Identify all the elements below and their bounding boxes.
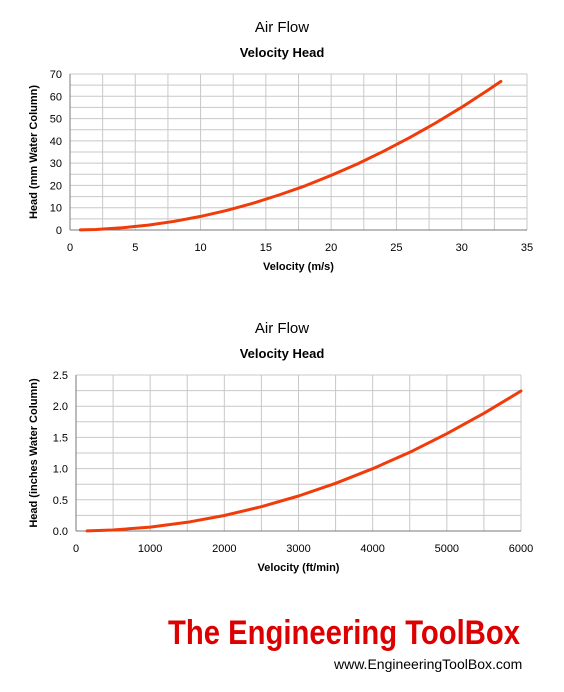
- x-tick-label: 35: [521, 242, 533, 254]
- y-tick-label: 0.0: [53, 526, 68, 538]
- y-tick-label: 20: [50, 180, 62, 192]
- y-tick-label: 1.5: [53, 432, 68, 444]
- y-tick-label: 1.0: [53, 464, 68, 476]
- y-tick-label: 10: [50, 203, 62, 215]
- x-tick-label: 1000: [138, 543, 162, 555]
- y-tick-label: 30: [50, 158, 62, 170]
- x-tick-label: 0: [67, 242, 73, 254]
- x-tick-label: 5: [132, 242, 138, 254]
- x-tick-label: 5000: [435, 543, 459, 555]
- x-tick-label: 20: [325, 242, 337, 254]
- y-axis-label: Head (mm Water Column): [28, 85, 40, 219]
- x-tick-label: 4000: [360, 543, 384, 555]
- y-tick-label: 50: [50, 114, 62, 126]
- x-tick-label: 15: [260, 242, 272, 254]
- y-tick-label: 70: [50, 69, 62, 81]
- y-tick-label: 60: [50, 91, 62, 103]
- y-tick-label: 0: [56, 225, 62, 237]
- chart2-subtitle: Velocity Head: [239, 346, 325, 361]
- x-tick-label: 30: [456, 242, 468, 254]
- y-tick-label: 2.0: [53, 401, 68, 413]
- series-line: [78, 79, 503, 232]
- y-tick-label: 0.5: [53, 495, 68, 507]
- chart2-title: Air Flow: [254, 320, 310, 337]
- site-url: www.EngineeringToolBox.com: [334, 656, 523, 672]
- x-tick-label: 25: [390, 242, 402, 254]
- chart1-subtitle: Velocity Head: [239, 45, 325, 60]
- x-axis-label: Velocity (ft/min): [258, 562, 340, 574]
- x-tick-label: 10: [194, 242, 206, 254]
- x-tick-label: 0: [73, 543, 79, 555]
- y-tick-label: 40: [50, 136, 62, 148]
- y-tick-label: 2.5: [53, 370, 68, 382]
- x-tick-label: 3000: [286, 543, 310, 555]
- engineering-toolbox-logo: The Engineering ToolBox: [168, 614, 520, 652]
- chart1-title: Air Flow: [254, 19, 310, 36]
- series-line: [85, 389, 523, 533]
- x-tick-label: 2000: [212, 543, 236, 555]
- chart1-plot: 0 5 10 15 20 25 30 35 0 10 20 30 40 50 60 70 Velocity (m…: [28, 69, 533, 273]
- chart2-plot: 0 1000 2000 3000 4000 5000 6000 0.0 0.5 1.0 1.5 2.0…: [28, 370, 533, 574]
- y-axis-label: Head (inches Water Column): [28, 378, 40, 528]
- x-axis-label: Velocity (m/s): [263, 261, 334, 273]
- x-tick-label: 6000: [509, 543, 533, 555]
